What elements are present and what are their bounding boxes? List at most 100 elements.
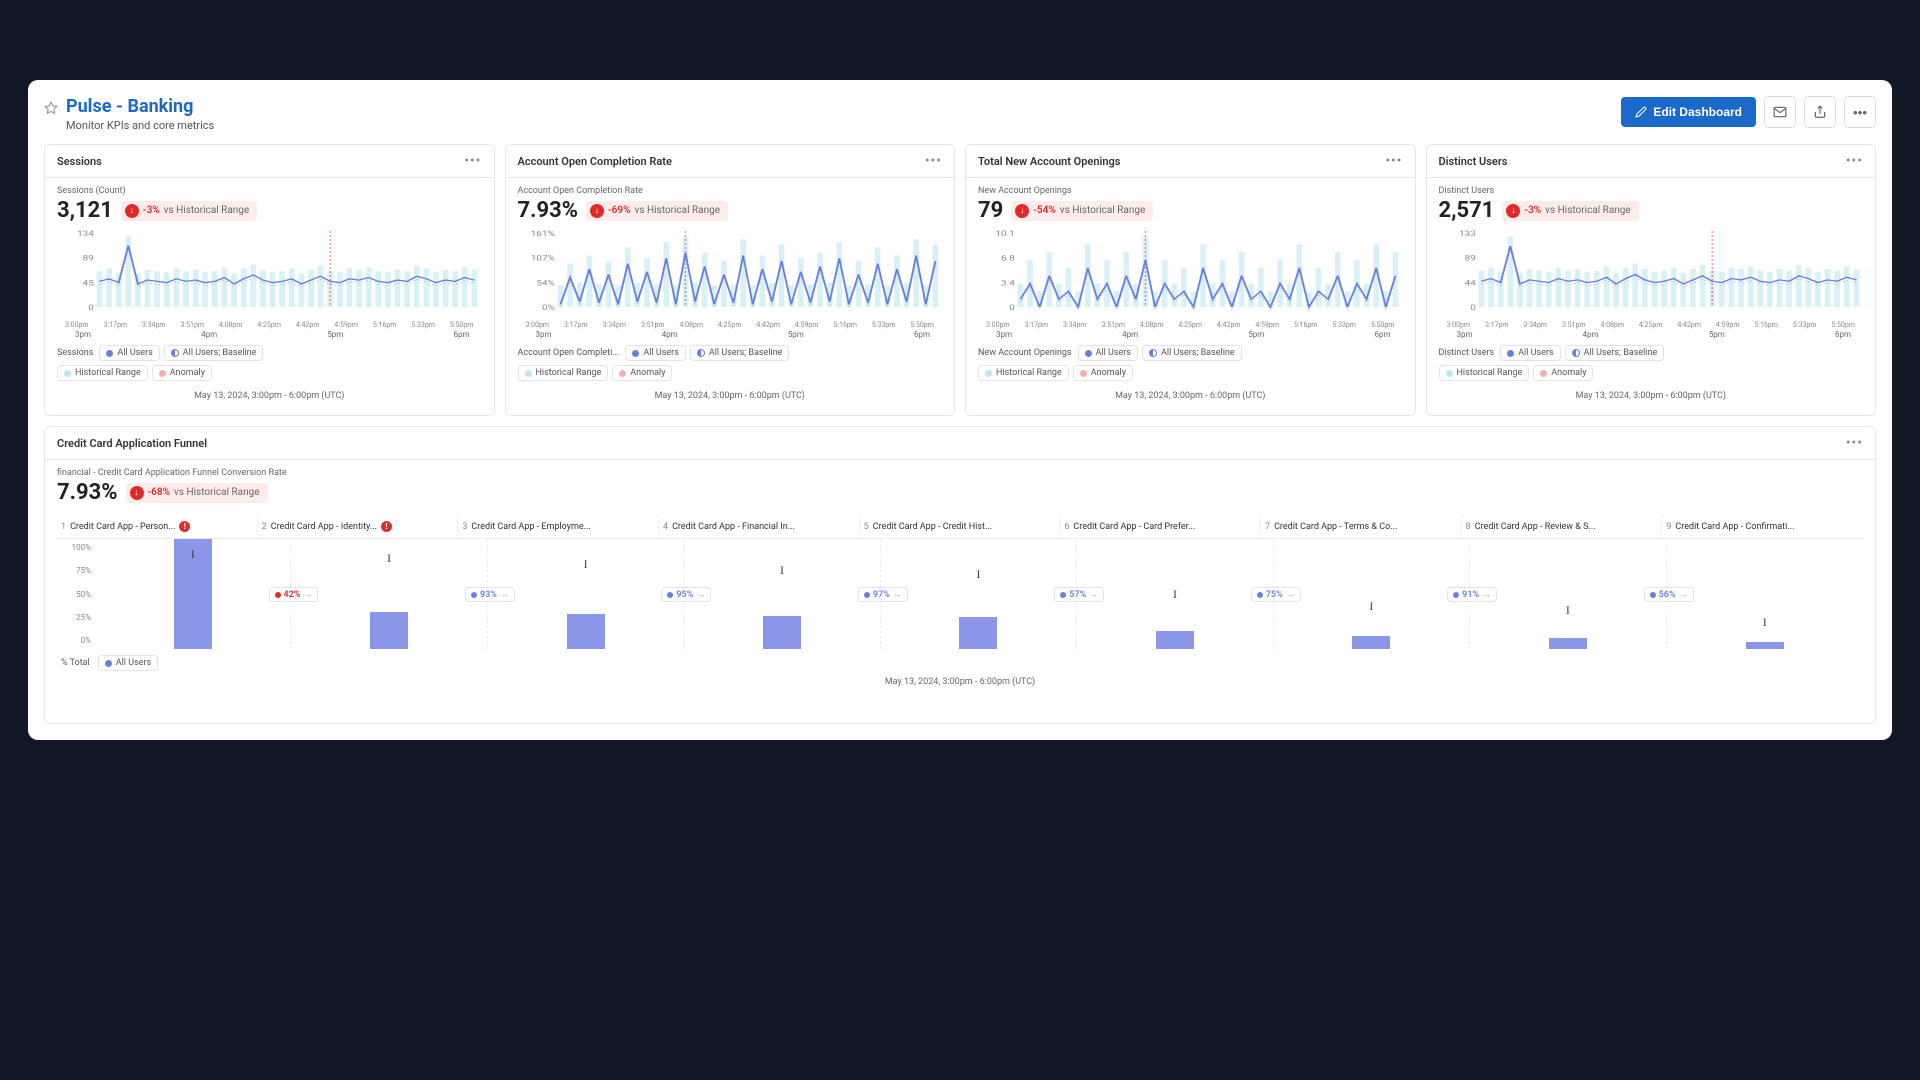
- card-timestamp: May 13, 2024, 3:00pm - 6:00pm (UTC): [57, 385, 482, 409]
- legend-chip-anomaly[interactable]: Anomaly: [152, 365, 212, 381]
- legend-chip-anomaly[interactable]: Anomaly: [1533, 365, 1593, 381]
- metric-value: 7.93%: [518, 198, 579, 223]
- metric-label: New Account Openings: [978, 186, 1403, 196]
- funnel-delta-txt: vs Historical Range: [174, 487, 260, 498]
- arrow-right-icon: →: [696, 589, 705, 600]
- funnel-delta-badge: ↓ -68% vs Historical Range: [126, 483, 268, 503]
- funnel-step-header[interactable]: 5Credit Card App - Credit Hist...: [860, 515, 1061, 538]
- svg-text:6.8: 6.8: [1001, 255, 1015, 263]
- error-bar-icon: I: [387, 551, 391, 566]
- arrow-right-icon: →: [1286, 589, 1295, 600]
- funnel-step-header[interactable]: 4Credit Card App - Financial In...: [659, 515, 860, 538]
- legend-row-2: Historical Range Anomaly: [978, 365, 1403, 381]
- funnel-step-header[interactable]: 1Credit Card App - Person...!: [57, 515, 258, 538]
- more-icon: •••: [1853, 105, 1867, 120]
- legend-row-1: Distinct Users All Users All Users; Base…: [1439, 345, 1864, 361]
- funnel-legend-chip[interactable]: All Users: [98, 655, 158, 671]
- xaxis-ticks: 3:00pm3:17pm3:34pm3:51pm4:08pm4:25pm4:42…: [518, 321, 943, 329]
- card-body: Distinct Users 2,571 ↓ -3% vs Historical…: [1427, 178, 1876, 415]
- error-bar-icon: I: [1763, 615, 1767, 630]
- funnel-step-header[interactable]: 9Credit Card App - Confirmati...: [1662, 515, 1863, 538]
- arrow-right-icon: →: [500, 589, 509, 600]
- funnel-value: 7.93%: [57, 480, 118, 505]
- legend-chip-all-users[interactable]: All Users: [625, 345, 685, 361]
- legend-chip-historical[interactable]: Historical Range: [518, 365, 609, 381]
- mini-chart: 13389440: [1439, 227, 1864, 319]
- funnel-bar: [1352, 636, 1390, 649]
- card-title: Total New Account Openings: [978, 155, 1120, 168]
- arrow-right-icon: →: [303, 589, 312, 600]
- dashboard-title[interactable]: Pulse - Banking: [66, 96, 214, 117]
- card-menu-icon[interactable]: •••: [925, 153, 942, 169]
- delta-txt: vs Historical Range: [1060, 205, 1146, 216]
- down-arrow-icon: ↓: [1015, 204, 1029, 218]
- legend-chip-baseline[interactable]: All Users; Baseline: [690, 345, 790, 361]
- funnel-bar: [1549, 638, 1587, 649]
- card-title: Distinct Users: [1439, 155, 1508, 168]
- metric-label: Sessions (Count): [57, 186, 482, 196]
- edit-dashboard-button[interactable]: Edit Dashboard: [1621, 97, 1756, 127]
- error-bar-icon: I: [584, 557, 588, 572]
- card-header: Sessions •••: [45, 145, 494, 178]
- legend-chip-baseline[interactable]: All Users; Baseline: [1142, 345, 1242, 361]
- metric-row: 7.93% ↓ -69% vs Historical Range: [518, 198, 943, 223]
- funnel-column: I 97% →: [684, 539, 880, 649]
- svg-text:89: 89: [1464, 255, 1475, 263]
- down-arrow-icon: ↓: [1506, 204, 1520, 218]
- mail-button[interactable]: [1764, 96, 1796, 128]
- card-header: Account Open Completion Rate •••: [506, 145, 955, 178]
- card-timestamp: May 13, 2024, 3:00pm - 6:00pm (UTC): [978, 385, 1403, 409]
- funnel-bar: [1156, 631, 1194, 649]
- funnel-step-header[interactable]: 7Credit Card App - Terms & Co...: [1261, 515, 1462, 538]
- svg-text:44: 44: [1464, 280, 1475, 288]
- legend-chip-all-users[interactable]: All Users: [1078, 345, 1138, 361]
- card-menu-icon[interactable]: •••: [464, 153, 481, 169]
- legend-series-label: New Account Openings: [978, 348, 1072, 358]
- funnel-step-header[interactable]: 2Credit Card App - Identity...!: [258, 515, 459, 538]
- card-title: Sessions: [57, 155, 102, 168]
- svg-text:54%: 54%: [536, 280, 554, 288]
- legend-series-label: Account Open Completi...: [518, 348, 620, 358]
- funnel-step-header[interactable]: 8Credit Card App - Review & S...: [1462, 515, 1663, 538]
- xaxis-ticks: 3:00pm3:17pm3:34pm3:51pm4:08pm4:25pm4:42…: [57, 321, 482, 329]
- funnel-step-header[interactable]: 3Credit Card App - Employme...: [458, 515, 659, 538]
- share-button[interactable]: [1804, 96, 1836, 128]
- error-bar-icon: I: [1173, 587, 1177, 602]
- metric-label: Account Open Completion Rate: [518, 186, 943, 196]
- arrow-right-icon: →: [1679, 589, 1688, 600]
- funnel-column: I 95% →: [488, 539, 684, 649]
- funnel-column: I: [1667, 539, 1863, 649]
- funnel-steps-header: 1Credit Card App - Person...!2Credit Car…: [57, 515, 1863, 539]
- dashboard-subtitle: Monitor KPIs and core metrics: [66, 119, 214, 132]
- legend-chip-historical[interactable]: Historical Range: [1439, 365, 1530, 381]
- legend-chip-baseline[interactable]: All Users; Baseline: [164, 345, 264, 361]
- funnel-column: I 93% →: [291, 539, 487, 649]
- card-menu-icon[interactable]: •••: [1385, 153, 1402, 169]
- mini-chart: 161%107%54%0%: [518, 227, 943, 319]
- legend-chip-historical[interactable]: Historical Range: [978, 365, 1069, 381]
- legend-chip-all-users[interactable]: All Users: [99, 345, 159, 361]
- funnel-columns: I 42% → I 93% → I 95% → I 97% → I: [95, 539, 1863, 649]
- card-timestamp: May 13, 2024, 3:00pm - 6:00pm (UTC): [518, 385, 943, 409]
- legend-chip-historical[interactable]: Historical Range: [57, 365, 148, 381]
- title-block: Pulse - Banking Monitor KPIs and core me…: [44, 96, 214, 132]
- funnel-step-header[interactable]: 6Credit Card App - Card Prefer...: [1060, 515, 1261, 538]
- legend-chip-baseline[interactable]: All Users; Baseline: [1565, 345, 1665, 361]
- funnel-bar: [763, 616, 801, 649]
- legend-chip-anomaly[interactable]: Anomaly: [612, 365, 672, 381]
- legend-chip-anomaly[interactable]: Anomaly: [1073, 365, 1133, 381]
- card-menu-icon[interactable]: •••: [1846, 153, 1863, 169]
- metric-value: 3,121: [57, 198, 113, 223]
- conversion-chip: 95% →: [661, 587, 711, 602]
- funnel-legend: % Total All Users: [57, 649, 1863, 673]
- card-title: Account Open Completion Rate: [518, 155, 672, 168]
- card-menu-icon[interactable]: •••: [1846, 435, 1863, 451]
- legend-chip-all-users[interactable]: All Users: [1500, 345, 1560, 361]
- more-button[interactable]: •••: [1844, 96, 1876, 128]
- funnel-delta-pct: -68%: [148, 487, 170, 498]
- funnel-metric-row: 7.93% ↓ -68% vs Historical Range: [57, 480, 1863, 505]
- funnel-column: I 91% →: [1274, 539, 1470, 649]
- legend-row-2: Historical Range Anomaly: [57, 365, 482, 381]
- mini-chart: 13489450: [57, 227, 482, 319]
- star-icon[interactable]: [44, 100, 58, 119]
